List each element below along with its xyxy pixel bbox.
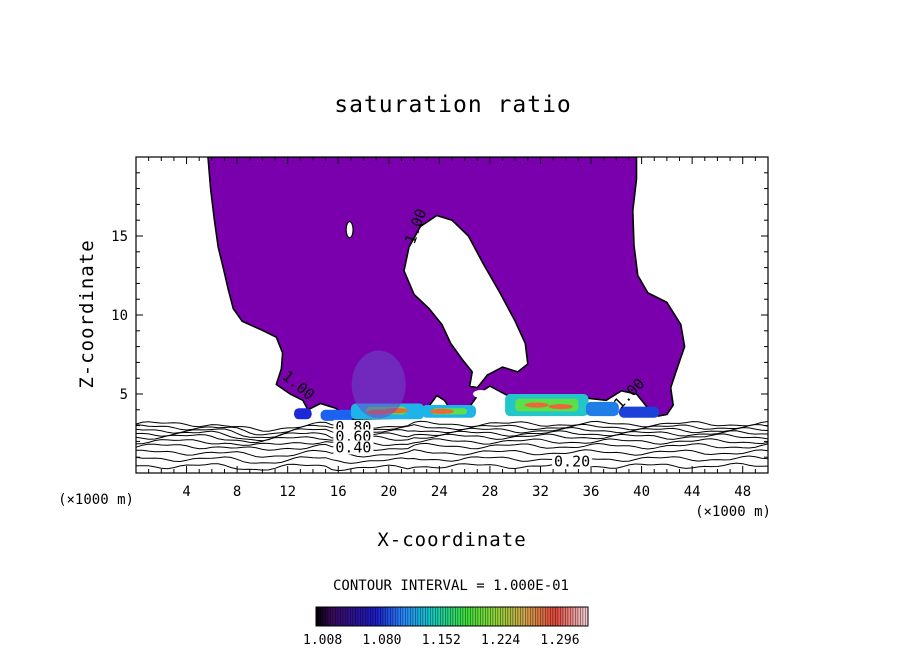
x-unit-left: (×1000 m) <box>58 492 134 508</box>
maxima-peak <box>524 402 549 408</box>
small-gap <box>345 221 354 239</box>
maxima-band <box>294 408 312 420</box>
x-tick-label: 28 <box>481 484 498 500</box>
maxima-band <box>585 401 619 417</box>
contour-label-bg <box>333 429 374 444</box>
x-axis-label: X-coordinate <box>377 529 526 551</box>
contour-labels: 1.001.00 1.000.800.600.400.20 <box>279 206 648 470</box>
maxima-band <box>320 409 354 421</box>
x-tick-label: 44 <box>684 484 701 500</box>
colorbar <box>315 606 589 627</box>
contour-line <box>136 423 768 436</box>
x-tick-label: 16 <box>330 484 347 500</box>
contour-label-bg <box>552 454 593 469</box>
x-tick-label: 20 <box>380 484 397 500</box>
saturation-region <box>207 157 686 421</box>
colorbar-label: 1.152 <box>422 633 461 648</box>
x-unit-right: (×1000 m) <box>695 504 771 520</box>
x-tick-label: 40 <box>633 484 650 500</box>
colorbar-label: 1.008 <box>303 633 342 648</box>
contour-line <box>136 433 768 444</box>
haze <box>351 350 406 419</box>
contour-line <box>136 430 768 442</box>
contour-line <box>136 438 768 446</box>
x-tick-label: 24 <box>431 484 448 500</box>
contour-line <box>136 420 768 432</box>
unsaturated-gap <box>403 214 529 389</box>
x-tick-label: 8 <box>233 484 241 500</box>
saturation-maxima <box>294 350 660 421</box>
y-axis-label: Z-coordinate <box>76 239 98 388</box>
x-tick-labels: 4 8 12 16 20 24 28 32 36 40 44 48 <box>182 484 751 500</box>
maxima-peak <box>429 408 454 414</box>
colorbar-label: 1.224 <box>481 633 520 648</box>
colorbar-frame <box>315 606 589 627</box>
plot-area <box>136 157 768 473</box>
clear-patch <box>473 390 490 398</box>
x-tick-label: 4 <box>182 484 190 500</box>
contour-label: 0.40 <box>335 438 371 456</box>
y-tick-label: 15 <box>111 229 128 245</box>
contour-label: 0.20 <box>554 453 590 471</box>
maxima-band <box>618 406 660 418</box>
x-tick-label: 12 <box>279 484 296 500</box>
maxima-peak <box>548 404 573 410</box>
y-tick-labels: 5 10 15 <box>111 229 128 403</box>
x-tick-label: 36 <box>583 484 600 500</box>
colorbar-hatching <box>316 607 588 626</box>
contour-line <box>136 442 768 451</box>
chart-title: saturation ratio <box>334 92 572 118</box>
x-tick-label: 48 <box>734 484 751 500</box>
axis-ticks <box>136 157 768 473</box>
contour-label-bg <box>333 440 374 455</box>
contour-line <box>136 462 768 472</box>
contour-line <box>136 455 768 464</box>
contour-interval: CONTOUR INTERVAL = 1.000E-01 <box>333 578 569 594</box>
y-tick-label: 10 <box>111 308 128 324</box>
contour-line <box>136 449 768 458</box>
y-tick-label: 5 <box>120 387 128 403</box>
x-tick-label: 32 <box>532 484 549 500</box>
colorbar-label: 1.296 <box>540 633 579 648</box>
colorbar-labels: 1.008 1.080 1.152 1.224 1.296 <box>303 633 580 648</box>
contour-lines <box>136 420 768 472</box>
colorbar-label: 1.080 <box>362 633 401 648</box>
